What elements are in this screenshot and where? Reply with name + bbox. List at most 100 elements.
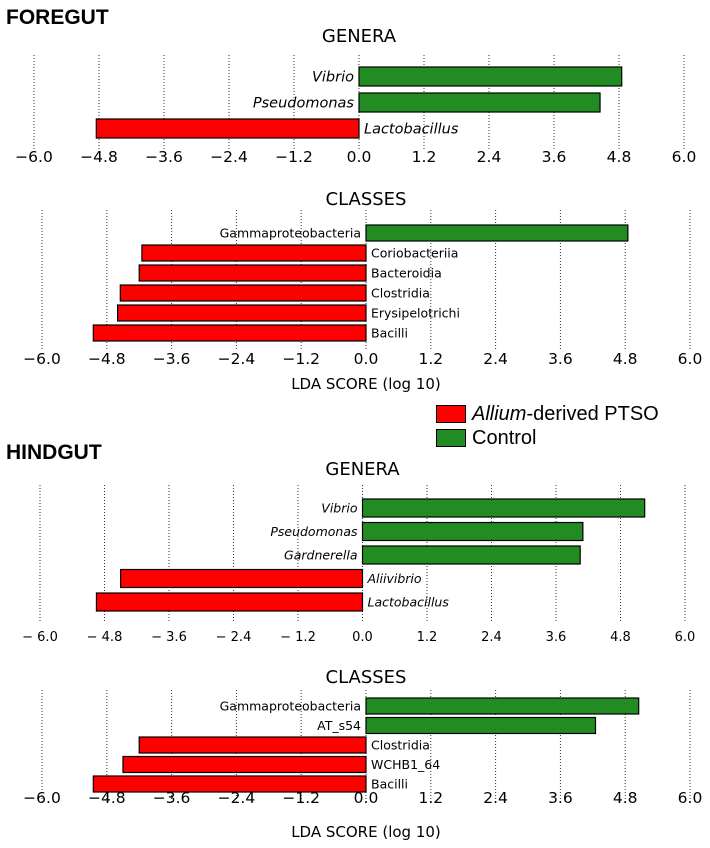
chart-4: CLASSES Gammaproteobacteria AT_s54 Clostrid… bbox=[23, 667, 702, 841]
legend-label-ptso: Allium-derived PTSO bbox=[472, 403, 659, 426]
chart-1: GENERA Vibrio Pseudomonas Lactobacillus −6.0… bbox=[15, 26, 696, 166]
bar-gammaproteobacteria bbox=[365, 224, 629, 242]
section-title-foregut: FOREGUT bbox=[6, 6, 109, 29]
chart-title: GENERA bbox=[322, 26, 397, 47]
tick-label: 0.0 bbox=[354, 350, 379, 368]
bar-gardnerella bbox=[361, 545, 581, 565]
bar-clostridia bbox=[138, 736, 367, 754]
bar-wchb1-64 bbox=[122, 755, 367, 774]
tick-label: 1.2 bbox=[418, 350, 443, 368]
bar-label: Bacteroidia bbox=[371, 265, 442, 280]
tick-label: 4.8 bbox=[607, 148, 632, 166]
legend-swatch-control bbox=[436, 429, 466, 447]
bar-label: Erysipelotrichi bbox=[371, 305, 460, 320]
tick-label: −4.8 bbox=[80, 148, 118, 166]
tick-label: 4.8 bbox=[613, 350, 638, 368]
tick-label: −6.0 bbox=[23, 789, 61, 807]
tick-label: 4.8 bbox=[610, 630, 631, 645]
tick-label: − 3.6 bbox=[151, 630, 187, 645]
tick-label: 1.2 bbox=[417, 630, 438, 645]
legend-item-control: Control bbox=[436, 426, 659, 450]
legend-label-ptso-text: -derived PTSO bbox=[526, 402, 659, 425]
bar-label: Gardnerella bbox=[284, 547, 357, 562]
tick-label: 2.4 bbox=[477, 148, 502, 166]
tick-label: −3.6 bbox=[153, 789, 191, 807]
tick-label: 0.0 bbox=[347, 148, 372, 166]
tick-label: −4.8 bbox=[88, 350, 126, 368]
tick-label: 0.0 bbox=[352, 630, 373, 645]
tick-label: 1.2 bbox=[412, 148, 437, 166]
tick-label: 2.4 bbox=[483, 350, 508, 368]
x-axis-label: LDA SCORE (log 10) bbox=[291, 823, 441, 841]
bar-label: Lactobacillus bbox=[364, 122, 459, 138]
tick-label: − 1.2 bbox=[280, 630, 316, 645]
legend-swatch-ptso bbox=[436, 405, 466, 423]
legend-label-ptso-italic: Allium bbox=[472, 402, 527, 425]
bar-vibrio bbox=[358, 66, 623, 87]
bar-label: Clostridia bbox=[371, 285, 430, 300]
tick-label: 3.6 bbox=[542, 148, 567, 166]
bar-erysipelotrichi bbox=[116, 304, 367, 322]
bar-label: Pseudomonas bbox=[253, 96, 355, 112]
bar-label: Bacilli bbox=[371, 325, 408, 340]
bar-label: Gammaproteobacteria bbox=[220, 225, 361, 240]
bar-bacteroidia bbox=[138, 264, 367, 282]
bar-bacilli bbox=[92, 324, 367, 342]
tick-label: −6.0 bbox=[23, 350, 61, 368]
bar-clostridia bbox=[119, 284, 367, 302]
tick-label: 3.6 bbox=[546, 630, 567, 645]
bar-vibrio bbox=[361, 498, 646, 518]
bar-at-s54 bbox=[365, 716, 597, 735]
bar-label: Pseudomonas bbox=[270, 524, 358, 539]
tick-label: 6.0 bbox=[678, 350, 703, 368]
tick-label: − 6.0 bbox=[22, 630, 58, 645]
tick-label: −3.6 bbox=[145, 148, 183, 166]
tick-label: −2.4 bbox=[218, 789, 256, 807]
bar-label: Gammaproteobacteria bbox=[220, 698, 361, 713]
bar-label: AT_s54 bbox=[317, 718, 361, 733]
bar-label: WCHB1_64 bbox=[371, 757, 440, 772]
tick-label: 1.2 bbox=[418, 789, 443, 807]
bar-bacilli bbox=[92, 775, 367, 793]
tick-label: 4.8 bbox=[613, 789, 638, 807]
tick-label: 6.0 bbox=[678, 789, 703, 807]
chart-2: CLASSES Gammaproteobacteria Coriobacteriia… bbox=[23, 189, 702, 393]
tick-label: −4.8 bbox=[88, 789, 126, 807]
legend: Allium-derived PTSO Control bbox=[436, 402, 659, 450]
chart-title: GENERA bbox=[325, 459, 400, 480]
tick-label: −1.2 bbox=[282, 350, 320, 368]
bar-label: Coriobacteriia bbox=[371, 245, 458, 260]
tick-label: 3.6 bbox=[548, 789, 573, 807]
tick-label: 2.4 bbox=[483, 789, 508, 807]
chart-title: CLASSES bbox=[326, 667, 407, 688]
tick-label: −2.4 bbox=[218, 350, 256, 368]
bar-label: Bacilli bbox=[371, 776, 408, 791]
tick-label: 6.0 bbox=[672, 148, 697, 166]
bar-label: Aliivibrio bbox=[367, 571, 422, 586]
bar-label: Vibrio bbox=[312, 70, 354, 86]
tick-label: − 4.8 bbox=[87, 630, 123, 645]
tick-label: 3.6 bbox=[548, 350, 573, 368]
bar-pseudomonas bbox=[358, 92, 601, 113]
bar-lactobacillus bbox=[95, 118, 360, 139]
x-axis-label: LDA SCORE (log 10) bbox=[291, 375, 441, 393]
bar-label: Lactobacillus bbox=[368, 594, 450, 609]
bar-gammaproteobacteria bbox=[365, 697, 640, 715]
bar-pseudomonas bbox=[361, 521, 584, 542]
tick-label: −1.2 bbox=[275, 148, 313, 166]
legend-label-control: Control bbox=[472, 426, 537, 449]
tick-label: −1.2 bbox=[282, 789, 320, 807]
chart-3: GENERA Vibrio Pseudomonas Gardnerella Aliivi… bbox=[22, 459, 695, 645]
chart-title: CLASSES bbox=[326, 189, 407, 210]
legend-item-ptso: Allium-derived PTSO bbox=[436, 402, 659, 426]
bar-label: Clostridia bbox=[371, 737, 430, 752]
bar-lactobacillus bbox=[95, 592, 364, 612]
section-title-hindgut: HINDGUT bbox=[6, 441, 102, 464]
tick-label: 2.4 bbox=[481, 630, 502, 645]
bar-label: Vibrio bbox=[321, 500, 358, 515]
tick-label: 6.0 bbox=[675, 630, 696, 645]
tick-label: −6.0 bbox=[15, 148, 53, 166]
tick-label: 0.0 bbox=[354, 789, 379, 807]
